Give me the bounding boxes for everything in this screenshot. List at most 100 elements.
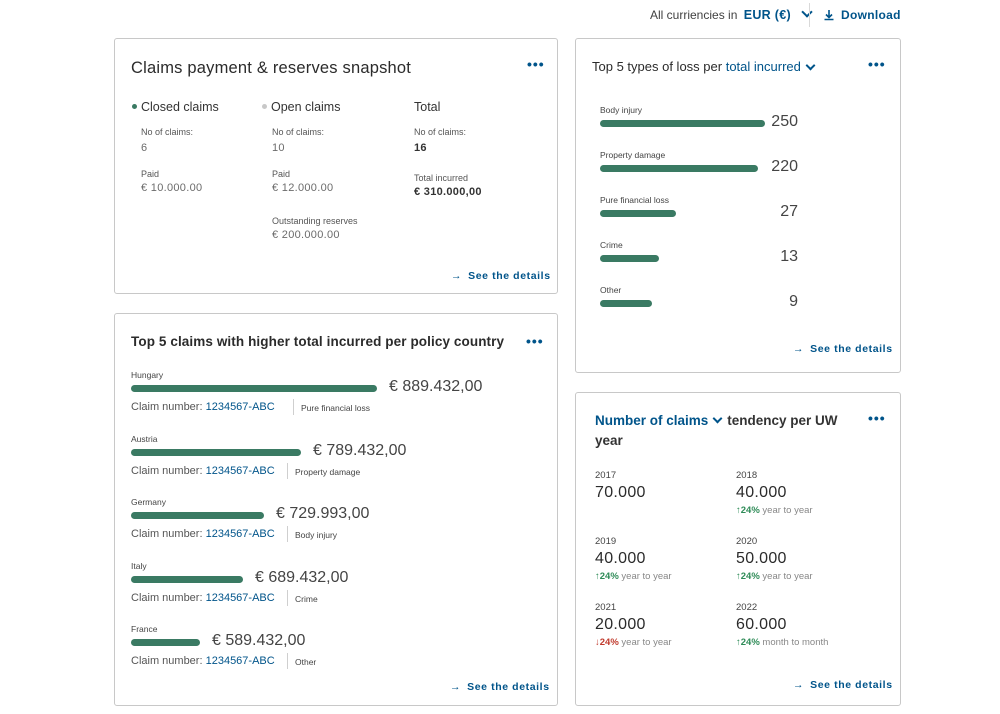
divider	[293, 399, 294, 415]
download-button[interactable]: Download	[823, 8, 901, 22]
open-claims-dot	[262, 104, 267, 109]
claim-bar	[131, 639, 200, 646]
card-title: Top 5 claims with higher total incurred …	[131, 334, 505, 349]
claim-number: Claim number: 1234567-ABC	[131, 401, 275, 413]
claims-snapshot-card: Claims payment & reserves snapshot ••• C…	[114, 38, 558, 294]
claim-amount: € 689.432,00	[255, 568, 349, 586]
claim-number-label: Claim number:	[131, 528, 203, 540]
see-details-link[interactable]: → See the details	[793, 679, 893, 691]
claim-bar	[131, 575, 243, 583]
arrow-right-icon: →	[450, 681, 462, 693]
closed-paid-label: Paid	[141, 169, 160, 179]
change-period: year to year	[621, 571, 672, 582]
change-period: month to month	[762, 637, 829, 648]
loss-type-value: 9	[789, 293, 798, 310]
divider	[287, 653, 288, 669]
claim-amount: € 729.993,00	[276, 505, 370, 522]
loss-type-label: Body injury	[600, 105, 643, 115]
claim-number-link[interactable]: 1234567-ABC	[205, 401, 275, 413]
arrow-up-icon: ↑	[736, 571, 741, 582]
currency-label: All curriencies in	[650, 8, 738, 22]
year-label: 2021	[595, 602, 617, 613]
year-change: ↑24% year to year	[736, 505, 813, 516]
loss-type-value: 13	[780, 248, 798, 265]
total-claims-count: 16	[414, 142, 427, 154]
change-period: year to year	[762, 571, 813, 582]
change-percent: 24%	[599, 637, 619, 648]
year-value: 40.000	[595, 550, 646, 567]
change-period: year to year	[762, 505, 813, 516]
more-options-icon[interactable]: •••	[526, 333, 544, 349]
currency-selector[interactable]: All curriencies in EUR (€)	[650, 6, 813, 22]
claim-number-label: Claim number:	[131, 591, 203, 604]
metric-selector-label: total incurred	[725, 59, 801, 74]
open-claims-label: Open claims	[271, 100, 341, 114]
arrow-up-icon: ↑	[736, 505, 741, 516]
loss-type-label: Crime	[600, 240, 623, 250]
claim-country: Germany	[131, 497, 166, 507]
loss-type-value: 27	[780, 203, 798, 220]
claim-number-link[interactable]: 1234567-ABC	[205, 591, 275, 604]
arrow-up-icon: ↑	[595, 571, 600, 582]
top-loss-types-card: Top 5 types of loss per total incurred •…	[575, 38, 901, 373]
total-incurred-label: Total incurred	[414, 173, 469, 183]
more-options-icon[interactable]: •••	[868, 410, 886, 426]
divider	[809, 3, 810, 27]
loss-type-label: Other	[600, 285, 622, 295]
title-rest: tendency per UW year	[595, 413, 838, 448]
year-value: 70.000	[595, 484, 646, 501]
metric-selector[interactable]: Number of claims	[595, 413, 727, 428]
claim-amount: € 889.432,00	[389, 378, 483, 395]
change-percent: 24%	[599, 571, 619, 582]
see-details-label: See the details	[467, 681, 550, 693]
year-value: 60.000	[736, 616, 787, 633]
chevron-down-icon[interactable]	[805, 60, 816, 71]
divider	[287, 462, 288, 479]
arrow-right-icon: →	[451, 270, 463, 282]
more-options-icon[interactable]: •••	[527, 56, 545, 72]
title-prefix: Top 5 types of loss per	[592, 59, 723, 74]
closed-claims-dot	[132, 104, 137, 109]
currency-value[interactable]: EUR (€)	[743, 8, 791, 22]
loss-type-label: Pure financial loss	[600, 195, 669, 205]
year-change: ↑24% year to year	[595, 571, 672, 582]
chevron-down-icon[interactable]	[801, 6, 813, 18]
closed-claims-heading: Closed claims	[132, 100, 219, 114]
total-label: Total	[414, 100, 441, 114]
claim-country: Italy	[131, 560, 147, 571]
see-details-link[interactable]: → See the details	[450, 681, 550, 693]
see-details-link[interactable]: → See the details	[451, 270, 551, 282]
loss-type-value: 250	[771, 113, 798, 130]
more-options-icon[interactable]: •••	[868, 56, 886, 72]
claim-loss-type: Property damage	[295, 466, 361, 477]
claim-number-link[interactable]: 1234567-ABC	[205, 655, 275, 667]
loss-type-bar	[600, 120, 765, 127]
year-value: 20.000	[595, 616, 646, 633]
see-details-label: See the details	[810, 679, 893, 691]
claim-country: Austria	[131, 433, 158, 444]
claim-loss-type: Other	[295, 657, 317, 667]
claim-bar	[131, 448, 301, 456]
see-details-link[interactable]: → See the details	[793, 343, 893, 355]
loss-type-bar	[600, 210, 676, 217]
year-label: 2018	[736, 470, 758, 481]
arrow-up-icon: ↑	[736, 637, 741, 648]
total-heading: Total	[414, 100, 440, 114]
claim-number-link[interactable]: 1234567-ABC	[205, 464, 275, 477]
arrow-right-icon: →	[793, 679, 805, 691]
claim-bar	[131, 385, 377, 392]
claim-number-label: Claim number:	[131, 401, 203, 413]
top-bar: All curriencies in EUR (€) Download	[0, 0, 1000, 32]
year-change: ↑24% year to year	[736, 571, 813, 582]
claim-country: Hungary	[131, 370, 164, 380]
closed-paid-value: € 10.000.00	[141, 182, 203, 194]
open-claims-count-label: No of claims:	[272, 127, 325, 137]
claim-number-link[interactable]: 1234567-ABC	[205, 528, 275, 540]
claim-amount: € 789.432,00	[313, 441, 407, 459]
chevron-down-icon[interactable]	[712, 413, 723, 424]
loss-type-value: 220	[771, 158, 798, 175]
card-title: Number of claims tendency per UW year	[595, 411, 845, 451]
year-label: 2017	[595, 470, 617, 481]
metric-selector[interactable]: total incurred	[725, 59, 816, 74]
loss-type-label: Property damage	[600, 150, 666, 160]
